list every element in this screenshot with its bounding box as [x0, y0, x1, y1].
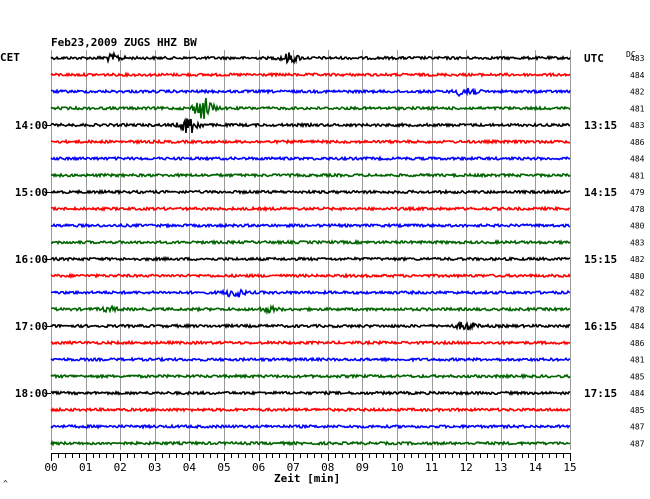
x-tick-label: 15 [563, 461, 576, 474]
trace-row-4 [50, 117, 571, 134]
x-tick-label: 09 [356, 461, 369, 474]
x-tick-label: 02 [114, 461, 127, 474]
dc-offset-label: 481 [630, 104, 645, 113]
trace-row-9 [50, 205, 571, 213]
trace-row-12 [50, 255, 571, 263]
dc-offset-label: 486 [630, 138, 645, 147]
trace-row-11 [50, 238, 571, 246]
dc-offset-label: 482 [630, 255, 645, 264]
dc-offset-label: 479 [630, 188, 645, 197]
right-time-label: 14:15 [584, 186, 617, 199]
trace-row-23 [50, 439, 571, 447]
dc-offset-label: 483 [630, 238, 645, 247]
trace-row-22 [50, 423, 571, 430]
trace-row-13 [50, 272, 571, 280]
dc-offset-label: 480 [630, 222, 645, 231]
dc-offset-label: 478 [630, 305, 645, 314]
dc-offset-label: 487 [630, 423, 645, 432]
x-tick-label: 08 [321, 461, 334, 474]
dc-offset-label: 484 [630, 155, 645, 164]
dc-offset-label: 483 [630, 121, 645, 130]
trace-row-18 [50, 356, 571, 363]
dc-offset-label: 483 [630, 54, 645, 63]
bottom-mark: ^ [3, 479, 8, 488]
x-tick-label: 01 [79, 461, 92, 474]
dc-offset-label: 486 [630, 339, 645, 348]
dc-offset-label: 485 [630, 406, 645, 415]
dc-offset-label: 487 [630, 439, 645, 448]
trace-row-20 [50, 389, 571, 397]
right-time-label: 15:15 [584, 253, 617, 266]
dc-offset-label: 481 [630, 171, 645, 180]
x-tick-label: 05 [217, 461, 230, 474]
trace-row-7 [50, 172, 571, 179]
dc-label: DC [626, 50, 636, 59]
right-time-label: 16:15 [584, 320, 617, 333]
trace-row-21 [50, 406, 571, 413]
x-tick-label: 04 [183, 461, 197, 474]
right-time-label: UTC [584, 52, 604, 65]
left-time-label: 15:00 [15, 186, 48, 199]
x-tick-label: 03 [148, 461, 161, 474]
trace-row-0 [50, 50, 571, 65]
trace-row-17 [50, 339, 571, 346]
dc-offset-label: 482 [630, 289, 645, 298]
trace-row-15 [50, 304, 571, 316]
x-tick-label: 14 [529, 461, 543, 474]
x-tick-label: 07 [287, 461, 300, 474]
trace-row-19 [50, 372, 571, 380]
x-tick-label: 06 [252, 461, 265, 474]
trace-row-6 [50, 155, 571, 162]
chart-title: Feb23,2009 ZUGS HHZ BW [51, 36, 197, 49]
dc-offset-label: 485 [630, 372, 645, 381]
trace-row-5 [50, 138, 571, 145]
right-time-label: 13:15 [584, 119, 617, 132]
dc-offset-label: 482 [630, 88, 645, 97]
left-time-label: 18:00 [15, 387, 48, 400]
dc-offset-label: 480 [630, 272, 645, 281]
left-time-label: 14:00 [15, 119, 48, 132]
right-time-label: 17:15 [584, 387, 617, 400]
left-time-label: 16:00 [15, 253, 48, 266]
trace-row-10 [50, 222, 571, 229]
grid-layer [51, 50, 571, 450]
dc-offset-label: 484 [630, 322, 645, 331]
x-tick-label: 10 [390, 461, 403, 474]
x-axis-label: Zeit [min] [274, 472, 340, 485]
axis-layer: 00 01 02 03 04 05 06 07 08 09 10 11 12 13 14 15 14:00 15:… [15, 52, 645, 474]
x-tick-label: 13 [494, 461, 507, 474]
dc-offset-label: 481 [630, 356, 645, 365]
dc-offset-label: 484 [630, 389, 645, 398]
left-time-label: 17:00 [15, 320, 48, 333]
left-axis-label: CET [0, 51, 20, 64]
x-tick-label: 00 [44, 461, 57, 474]
trace-row-8 [50, 188, 571, 196]
trace-row-3 [50, 97, 571, 120]
trace-row-1 [50, 71, 571, 78]
x-tick-label: 11 [425, 461, 438, 474]
trace-row-16 [50, 320, 571, 332]
trace-row-2 [50, 87, 571, 98]
x-tick-label: 12 [460, 461, 473, 474]
dc-offset-label: 478 [630, 205, 645, 214]
traces-layer [50, 50, 571, 447]
dc-offset-label: 484 [630, 71, 645, 80]
trace-row-14 [50, 288, 571, 298]
